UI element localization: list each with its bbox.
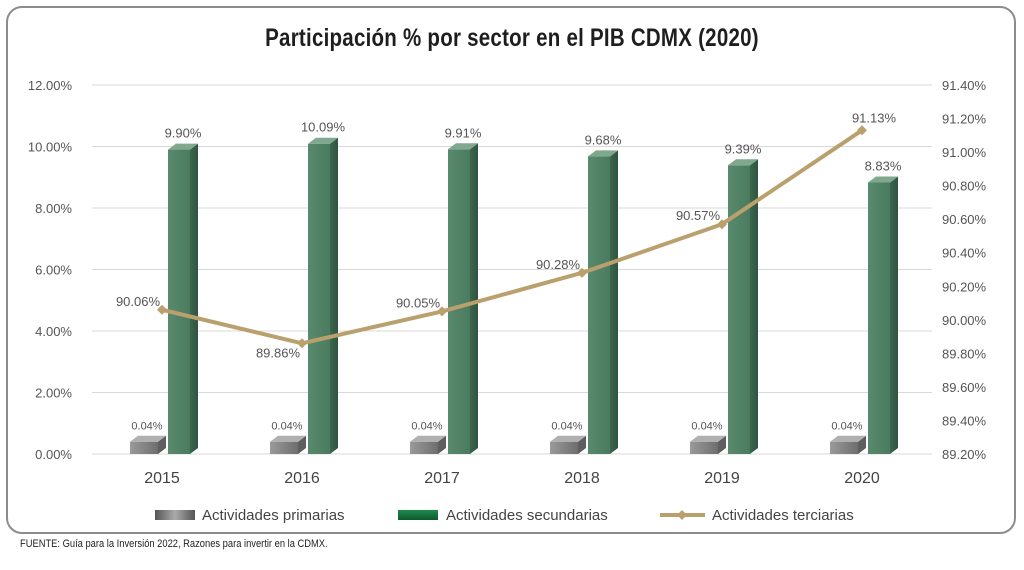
bar-primarias-side bbox=[298, 435, 306, 454]
data-label-primarias: 0.04% bbox=[551, 421, 582, 433]
data-label-primarias: 0.04% bbox=[411, 421, 442, 433]
bar-secundarias-side bbox=[190, 143, 198, 454]
data-label-terciarias: 90.57% bbox=[676, 208, 721, 223]
bar-secundarias-top bbox=[728, 159, 758, 166]
legend-label-secundarias: Actividades secundarias bbox=[446, 507, 608, 524]
data-label-terciarias: 90.05% bbox=[396, 295, 441, 310]
bar-secundarias bbox=[168, 149, 190, 454]
data-label-primarias: 0.04% bbox=[271, 421, 302, 433]
data-label-secundarias: 9.90% bbox=[165, 126, 202, 141]
bar-secundarias-top bbox=[308, 137, 338, 144]
y-left-tick-label: 6.00% bbox=[35, 263, 72, 278]
y-right-tick-label: 91.40% bbox=[942, 78, 987, 93]
point-terciarias bbox=[857, 125, 867, 136]
y-right-tick-label: 89.60% bbox=[942, 380, 987, 395]
x-tick-label: 2017 bbox=[424, 470, 460, 487]
bar-primarias-side bbox=[578, 435, 586, 454]
bar-secundarias-top bbox=[588, 150, 618, 157]
source-note: FUENTE: Guía para la Inversión 2022, Raz… bbox=[20, 538, 328, 550]
point-terciarias bbox=[157, 304, 167, 315]
point-terciarias bbox=[577, 267, 587, 278]
bar-primarias-top bbox=[830, 435, 866, 442]
bar-primarias bbox=[270, 441, 298, 454]
data-label-secundarias: 8.83% bbox=[865, 158, 902, 173]
y-right-tick-label: 90.20% bbox=[942, 279, 987, 294]
bar-secundarias bbox=[448, 149, 470, 454]
data-label-secundarias: 9.91% bbox=[445, 125, 482, 140]
bar-primarias bbox=[830, 441, 858, 454]
data-label-secundarias: 10.09% bbox=[301, 120, 346, 135]
bar-primarias-side bbox=[858, 435, 866, 454]
data-label-primarias: 0.04% bbox=[691, 421, 722, 433]
data-label-terciarias: 89.86% bbox=[256, 345, 301, 360]
bar-secundarias-side bbox=[470, 143, 478, 454]
bar-primarias bbox=[410, 441, 438, 454]
bar-secundarias bbox=[728, 165, 750, 454]
legend-label-primarias: Actividades primarias bbox=[202, 507, 345, 524]
bar-secundarias bbox=[308, 143, 330, 455]
series-line-terciarias bbox=[161, 128, 864, 346]
legend-swatch-secundarias bbox=[398, 510, 438, 520]
y-left-tick-label: 10.00% bbox=[28, 140, 73, 155]
bar-secundarias bbox=[588, 156, 610, 454]
y-right-tick-label: 91.20% bbox=[942, 112, 987, 127]
x-tick-label: 2019 bbox=[704, 470, 740, 487]
bar-primarias-side bbox=[718, 435, 726, 454]
legend-swatch-primarias bbox=[155, 510, 195, 520]
y-left-tick-label: 8.00% bbox=[35, 201, 72, 216]
y-left-tick-label: 4.00% bbox=[35, 324, 72, 339]
y-right-tick-label: 89.80% bbox=[942, 346, 987, 361]
data-label-terciarias: 90.06% bbox=[116, 294, 161, 309]
bar-primarias bbox=[550, 441, 578, 454]
data-label-terciarias: 90.28% bbox=[536, 257, 581, 272]
point-terciarias bbox=[437, 306, 447, 317]
y-right-tick-label: 90.80% bbox=[942, 179, 987, 194]
y-right-tick-label: 89.40% bbox=[942, 413, 987, 428]
bar-primarias bbox=[690, 441, 718, 454]
bar-secundarias-top bbox=[168, 143, 198, 150]
x-tick-label: 2018 bbox=[564, 470, 600, 487]
y-left-tick-label: 2.00% bbox=[35, 386, 72, 401]
y-left-tick-label: 12.00% bbox=[28, 78, 73, 93]
data-label-primarias: 0.04% bbox=[831, 421, 862, 433]
bar-secundarias-side bbox=[330, 137, 338, 455]
x-tick-label: 2016 bbox=[284, 470, 320, 487]
bar-primarias bbox=[130, 441, 158, 454]
y-right-tick-label: 90.00% bbox=[942, 313, 987, 328]
chart-title: Participación % por sector en el PIB CDM… bbox=[265, 24, 759, 52]
bar-primarias-top bbox=[550, 435, 586, 442]
bar-secundarias-side bbox=[610, 150, 618, 454]
bar-primarias-top bbox=[690, 435, 726, 442]
bar-secundarias bbox=[868, 182, 890, 455]
bar-primarias-top bbox=[410, 435, 446, 442]
bar-primarias-top bbox=[130, 435, 166, 442]
bar-primarias-top bbox=[270, 435, 306, 442]
data-label-primarias: 0.04% bbox=[131, 421, 162, 433]
bar-secundarias-side bbox=[890, 176, 898, 455]
y-right-tick-label: 90.40% bbox=[942, 246, 987, 261]
legend-marker-terciarias bbox=[677, 510, 687, 520]
bar-primarias-side bbox=[158, 435, 166, 454]
bar-secundarias-top bbox=[448, 143, 478, 150]
y-right-tick-label: 91.00% bbox=[942, 145, 987, 160]
point-terciarias bbox=[717, 219, 727, 230]
y-right-tick-label: 89.20% bbox=[942, 447, 987, 462]
x-tick-label: 2015 bbox=[144, 470, 180, 487]
point-terciarias bbox=[297, 338, 307, 349]
y-left-tick-label: 0.00% bbox=[35, 447, 72, 462]
bar-primarias-side bbox=[438, 435, 446, 454]
y-right-tick-label: 90.60% bbox=[942, 212, 987, 227]
bar-secundarias-top bbox=[868, 176, 898, 183]
data-label-terciarias: 91.13% bbox=[852, 110, 897, 125]
data-label-secundarias: 9.39% bbox=[725, 141, 762, 156]
x-tick-label: 2020 bbox=[844, 470, 880, 487]
bar-secundarias-side bbox=[750, 159, 758, 454]
data-label-secundarias: 9.68% bbox=[585, 132, 622, 147]
legend-label-terciarias: Actividades terciarias bbox=[712, 507, 854, 524]
